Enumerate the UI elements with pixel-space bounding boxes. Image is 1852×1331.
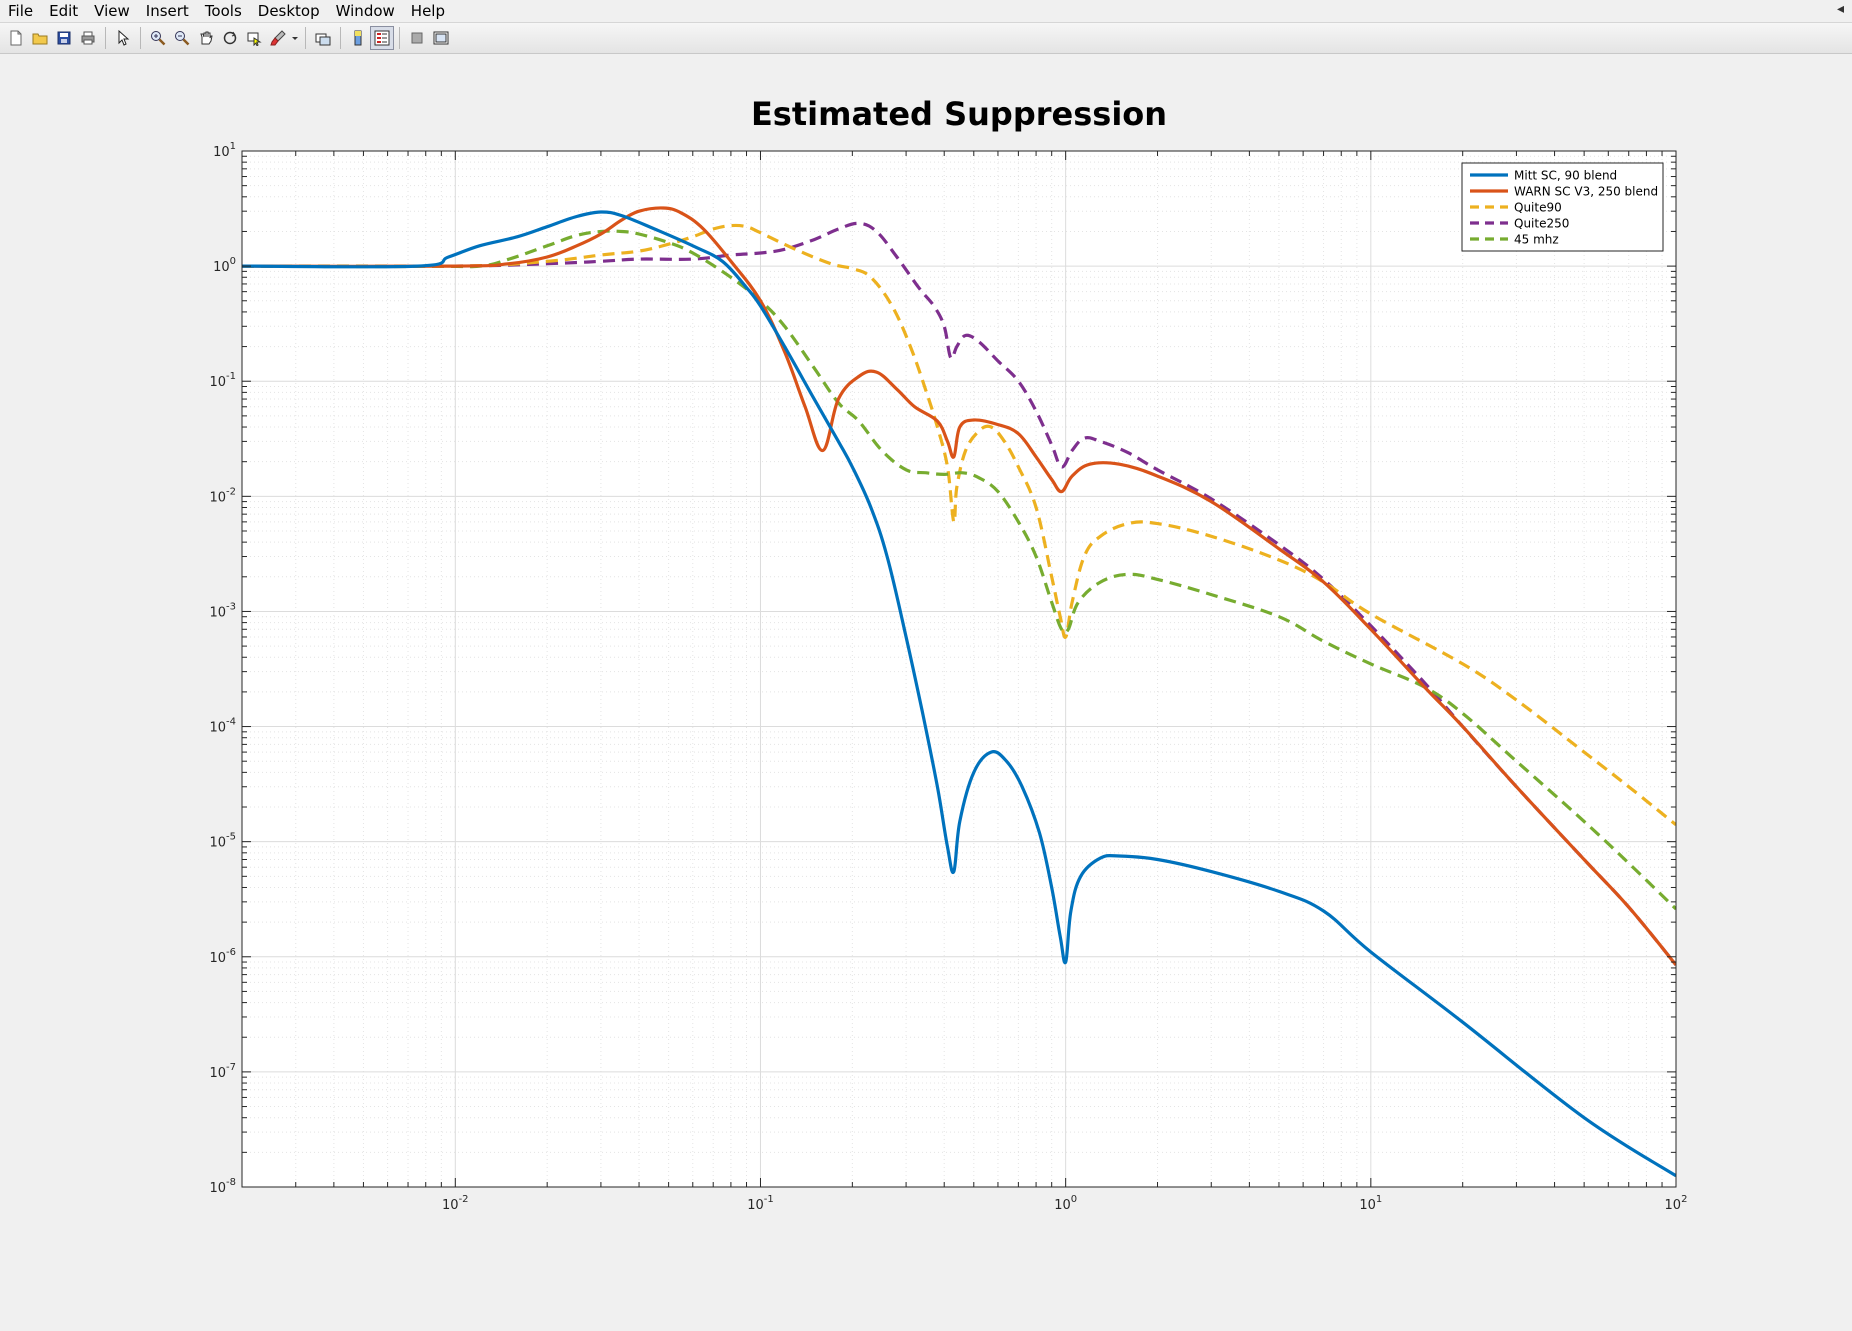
x-tick-labels: 10-2 10-1 100 101 102 (442, 1194, 1687, 1213)
brush-dropdown-icon[interactable] (290, 26, 300, 50)
y-tick-label: 10-4 (209, 717, 236, 736)
minor-grid (241, 151, 1676, 1187)
series-layer (242, 206, 1676, 1178)
series-line-3 (242, 221, 1676, 966)
y-tick-label: 10-1 (209, 371, 236, 390)
y-tick-label: 10-3 (209, 601, 236, 620)
toolbar-separator (340, 27, 341, 49)
menu-tools[interactable]: Tools (204, 2, 242, 20)
menu-window[interactable]: Window (335, 2, 395, 20)
menu-help[interactable]: Help (410, 2, 445, 20)
legend-label: 45 mhz (1514, 233, 1559, 247)
plot-frame (241, 150, 1677, 1188)
menu-desktop[interactable]: Desktop (257, 2, 320, 20)
chart-title: Estimated Suppression (751, 95, 1167, 133)
x-tick-label: 100 (1054, 1194, 1077, 1213)
hide-plot-tools-icon[interactable] (405, 26, 429, 50)
legend[interactable]: Mitt SC, 90 blend WARN SC V3, 250 blend Qu… (1461, 162, 1664, 252)
show-plot-tools-icon[interactable] (429, 26, 453, 50)
x-tick-label: 102 (1665, 1194, 1688, 1213)
menu-view[interactable]: View (94, 2, 130, 20)
y-tick-label: 10-7 (209, 1062, 236, 1081)
legend-label: Quite250 (1514, 217, 1569, 231)
legend-label: WARN SC V3, 250 blend (1514, 185, 1658, 199)
x-tick-label: 101 (1359, 1194, 1382, 1213)
dock-arrow-icon[interactable]: ◂ (1836, 1, 1844, 17)
menu-edit[interactable]: Edit (49, 2, 79, 20)
legend-label: Mitt SC, 90 blend (1514, 169, 1617, 183)
y-tick-label: 100 (213, 256, 236, 275)
y-tick-label: 10-8 (209, 1177, 236, 1196)
series-line-1 (242, 206, 1676, 966)
zoom-in-icon[interactable] (146, 26, 170, 50)
series-line-0 (242, 210, 1676, 1178)
axis-ticks (241, 151, 1676, 1188)
link-plot-icon[interactable] (311, 26, 335, 50)
toolbar-separator (305, 27, 306, 49)
colorbar-icon[interactable] (346, 26, 370, 50)
series-line-4 (242, 229, 1676, 911)
x-tick-label: 10-2 (442, 1194, 469, 1213)
legend-box (1461, 162, 1664, 252)
x-tick-label: 10-1 (747, 1194, 774, 1213)
menu-file[interactable]: File (8, 2, 34, 20)
toolbar-separator (140, 27, 141, 49)
y-tick-label: 10-5 (209, 832, 236, 851)
save-icon[interactable] (52, 26, 76, 50)
y-tick-label: 101 (213, 141, 236, 160)
print-icon[interactable] (76, 26, 100, 50)
legend-icon[interactable] (370, 26, 394, 50)
toolbar-separator (399, 27, 400, 49)
menu-insert[interactable]: Insert (145, 2, 189, 20)
pan-icon[interactable] (194, 26, 218, 50)
toolbar-separator (105, 27, 106, 49)
zoom-out-icon[interactable] (170, 26, 194, 50)
plot-area (242, 151, 1676, 1187)
series-line-2 (242, 223, 1676, 827)
y-tick-labels: 101 100 10-1 10-2 10-3 10-4 10-5 10-6 10-7 10-8 (209, 141, 236, 1196)
figure-canvas: Estimated Suppression 10-2 10-1 100 101 102 … (0, 55, 1852, 1327)
pointer-icon[interactable] (111, 26, 135, 50)
open-file-icon[interactable] (28, 26, 52, 50)
menu-bar: File Edit View Insert Tools Desktop Wind… (0, 0, 1852, 22)
suppression-chart: Estimated Suppression 10-2 10-1 100 101 102 … (209, 95, 1687, 1213)
new-figure-icon[interactable] (4, 26, 28, 50)
data-cursor-icon[interactable] (242, 26, 266, 50)
y-tick-label: 10-6 (209, 947, 236, 966)
figure-toolbar (0, 22, 1852, 54)
rotate-3d-icon[interactable] (218, 26, 242, 50)
legend-label: Quite90 (1514, 201, 1562, 215)
brush-icon[interactable] (266, 26, 290, 50)
y-tick-label: 10-2 (209, 486, 236, 505)
